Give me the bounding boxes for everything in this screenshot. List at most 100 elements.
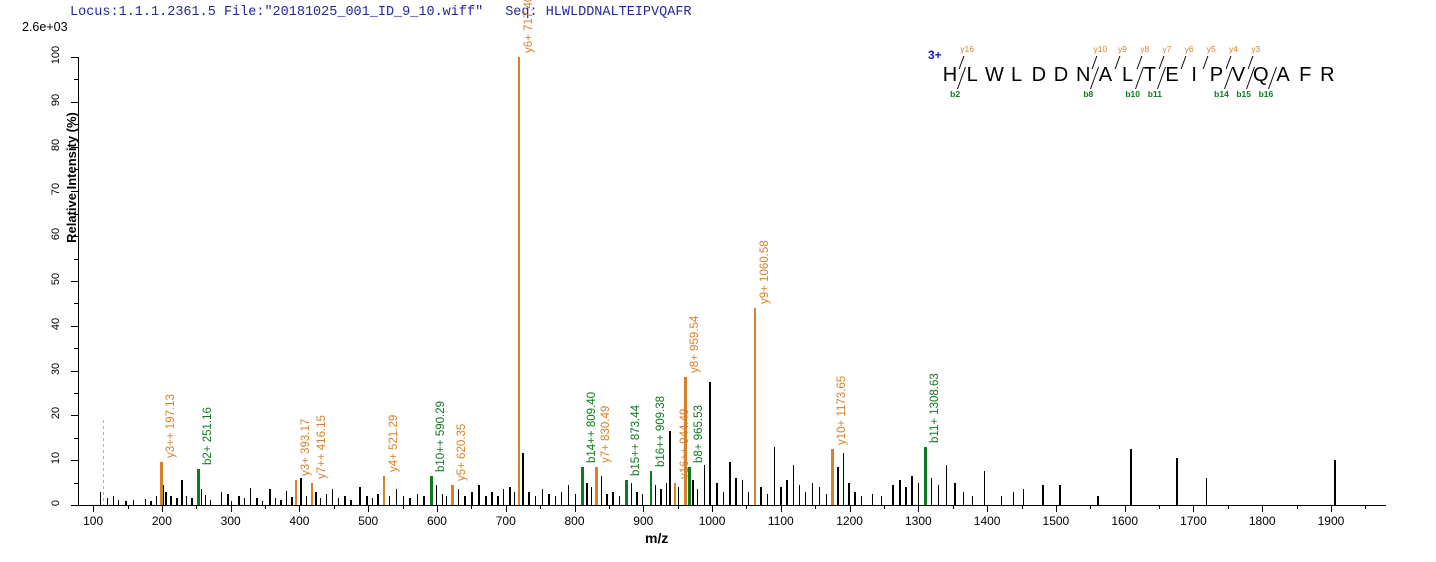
y-tick-minor: [74, 213, 78, 215]
x-tick-minor: [540, 505, 542, 509]
b-ion-label-b2: b2: [950, 89, 961, 99]
spectrum-peak: [256, 497, 258, 505]
y-tick-minor: [74, 258, 78, 260]
spectrum-peak: [1012, 491, 1014, 505]
spectrum-peak: [1042, 484, 1044, 505]
y-tick: [71, 191, 78, 193]
spectrum-peak: [100, 491, 102, 505]
spectrum-peak: [371, 498, 374, 505]
spectrum-peak: [703, 464, 706, 505]
precursor-marker: [103, 419, 105, 505]
spectrum-peak: [1205, 478, 1208, 505]
annotated-peak: [310, 482, 314, 505]
x-tick-label: 1000: [698, 514, 726, 528]
x-tick: [1055, 505, 1057, 512]
spectrum-peak: [591, 487, 593, 505]
residue-V-14: V: [1231, 64, 1246, 86]
x-tick-minor: [883, 505, 885, 509]
spectrum-peak: [767, 493, 769, 505]
spectrum-peak: [630, 482, 633, 505]
x-tick-label: 800: [564, 514, 585, 528]
intensity-scale-label: 2.6e+03: [22, 20, 68, 34]
spectrum-peak: [786, 480, 788, 505]
spectrum-peak: [854, 491, 856, 505]
x-tick-minor: [1227, 505, 1229, 509]
y-ion-label-y5: y5: [1206, 44, 1216, 54]
y-tick-label: 10: [50, 452, 62, 465]
spectrum-peak: [696, 489, 699, 505]
spectrum-peak: [285, 490, 288, 505]
y-ion-tick: [958, 56, 965, 69]
peak-annotation: y3++ 197.13: [164, 394, 177, 459]
x-tick-label: 400: [289, 514, 310, 528]
residue-P-13: P: [1209, 64, 1224, 86]
residue-D-5: D: [1031, 64, 1047, 86]
spectrum-peak: [185, 496, 188, 505]
spectrum-peak: [269, 489, 271, 505]
peak-annotation: y7++ 416.15: [315, 414, 328, 479]
mass-spectrum-plot[interactable]: y3++ 197.13 b2+ 251.16 y3+ 393.17 y7++ 416.…: [78, 0, 1385, 505]
spectrum-peak: [534, 496, 537, 505]
spectrum-peak: [274, 498, 277, 505]
b-ion-label-b8: b8: [1083, 89, 1094, 99]
y-tick-label: 70: [50, 183, 62, 196]
annotated-peak: [595, 466, 599, 505]
spectrum-peak: [402, 496, 404, 505]
y-tick-minor: [74, 303, 78, 305]
spectrum-peak: [325, 493, 327, 505]
spectrum-peak: [892, 484, 894, 505]
residue-N-7: N: [1075, 64, 1091, 86]
spectrum-peak: [917, 482, 920, 505]
spectrum-peak: [899, 480, 901, 505]
spectrum-peak: [478, 484, 480, 505]
annotated-peak: [382, 475, 386, 505]
y-tick-label: 90: [50, 93, 62, 106]
residue-A-8: A: [1098, 64, 1113, 86]
residue-T-10: T: [1143, 64, 1156, 86]
residue-F-17: F: [1299, 64, 1312, 86]
annotated-peak: [625, 480, 628, 505]
x-tick-label: 1700: [1180, 514, 1207, 528]
spectrum-peak: [359, 487, 361, 505]
spectrum-peak: [170, 496, 172, 505]
spectrum-peak: [113, 496, 115, 505]
spectrum-peak: [441, 493, 444, 505]
x-tick-minor: [333, 505, 335, 509]
spectrum-peak: [677, 487, 680, 505]
y-tick-label: 30: [50, 362, 62, 375]
x-tick-label: 700: [495, 514, 516, 528]
spectrum-peak: [150, 500, 152, 505]
spectrum-peak: [641, 493, 644, 505]
y-tick-label: 0: [50, 499, 62, 507]
x-tick-minor: [471, 505, 473, 509]
spectrum-peak: [1176, 457, 1178, 505]
x-tick: [1124, 505, 1126, 512]
y-ion-tick: [1225, 56, 1231, 69]
spectrum-peak: [911, 475, 913, 505]
spectrum-peak: [606, 493, 608, 505]
y-ion-label-y8: y8: [1140, 44, 1150, 54]
y-ion-tick: [1114, 56, 1120, 69]
y-tick: [71, 146, 78, 148]
spectrum-peak: [176, 498, 178, 505]
spectrum-peak: [457, 489, 459, 505]
spectrum-peak: [227, 493, 229, 505]
spectrum-peak: [471, 491, 473, 505]
y-tick: [71, 236, 78, 238]
x-tick-minor: [746, 505, 748, 509]
peak-annotation: y7+ 830.49: [600, 405, 613, 463]
spectrum-peak: [716, 482, 718, 505]
spectrum-peak: [522, 453, 524, 505]
y-tick: [71, 460, 78, 462]
y-tick: [71, 415, 78, 417]
y-ion-label-y9: y9: [1118, 44, 1127, 54]
y-tick-minor: [74, 124, 78, 126]
x-tick-label: 1800: [1248, 514, 1276, 528]
spectrum-peak: [491, 491, 493, 505]
y-ion-label-y10: y10: [1093, 44, 1108, 54]
peak-annotation: b15++ 873.44: [630, 405, 643, 477]
sequence-text: HLWLDDNALTEIPVQAFR: [545, 5, 692, 20]
spectrum-peak: [243, 498, 246, 505]
peak-annotation: b8+ 965.53: [693, 405, 706, 463]
